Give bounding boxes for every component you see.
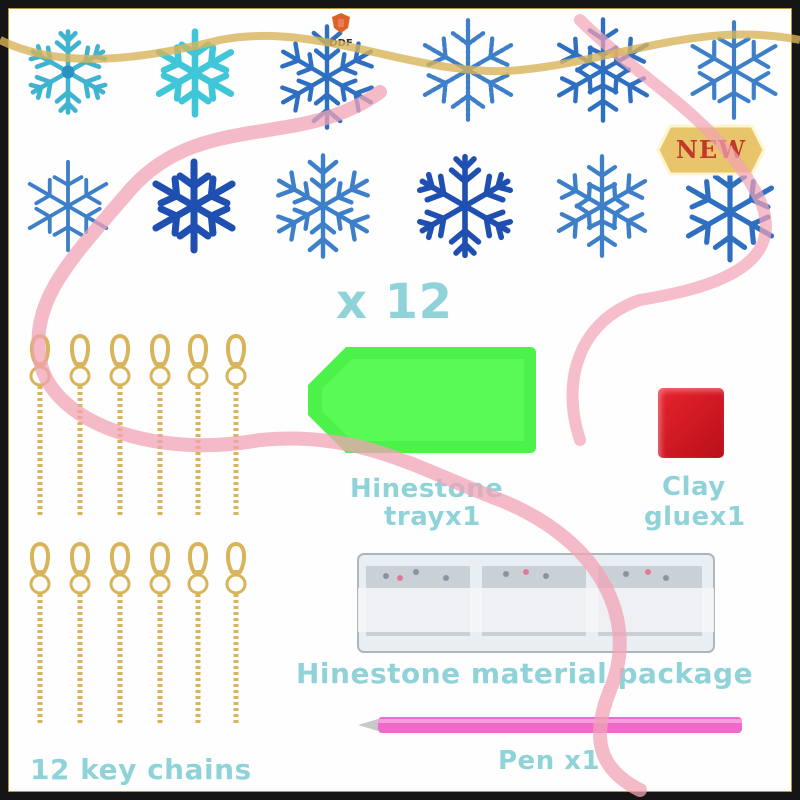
shield-logo-icon — [332, 13, 350, 33]
clay-glue-image — [658, 388, 724, 458]
new-badge: NEW — [656, 122, 766, 178]
key-chains-label: 12 key chains — [30, 753, 252, 786]
rhinestone-tray-image — [308, 347, 536, 453]
snowflake-icon — [414, 18, 522, 126]
snowflake-icon — [682, 20, 786, 126]
new-badge-text: NEW — [675, 135, 747, 164]
rhinestone-tray-label-line2: trayx1 — [384, 502, 481, 532]
snowflake-icon — [406, 150, 524, 262]
clay-glue-label-line1: Clay — [662, 472, 726, 502]
snowflake-icon — [548, 150, 656, 262]
snowflake-icon — [148, 28, 242, 120]
snowflake-icon — [22, 29, 114, 128]
material-package-label: Hinestone material package — [296, 657, 754, 690]
rhinestone-package-image — [357, 553, 715, 653]
rhinestone-tray-label-line1: Hinestone — [350, 474, 504, 504]
snowflake-count-label: x 12 — [336, 274, 453, 330]
snowflake-icon — [548, 17, 658, 126]
clay-glue-label-line2: gluex1 — [644, 502, 746, 532]
brand-logo: DDF — [316, 12, 366, 49]
brand-name: DDF — [329, 38, 353, 49]
snowflake-icon — [268, 150, 378, 262]
pen-image — [358, 717, 742, 733]
snowflake-icon — [21, 159, 115, 253]
snowflake-icon — [144, 150, 244, 262]
key-chains-image — [24, 326, 284, 762]
pen-label: Pen x1 — [498, 746, 601, 776]
